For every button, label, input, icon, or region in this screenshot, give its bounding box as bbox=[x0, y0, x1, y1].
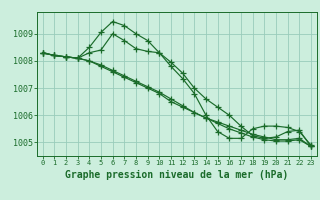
X-axis label: Graphe pression niveau de la mer (hPa): Graphe pression niveau de la mer (hPa) bbox=[65, 170, 288, 180]
